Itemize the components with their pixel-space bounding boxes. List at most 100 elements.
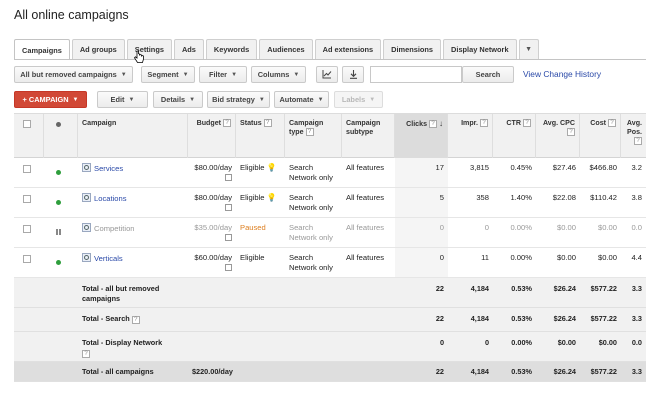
campaign-name-link[interactable]: Verticals (94, 254, 123, 263)
header-avg-cpc[interactable]: Avg. CPC? (536, 114, 580, 158)
help-icon[interactable]: ? (634, 137, 642, 146)
row-checkbox[interactable] (23, 195, 31, 203)
subtype-cell: All features (346, 253, 384, 262)
header-budget[interactable]: Budget ? (188, 114, 236, 158)
edit-icon[interactable] (225, 203, 232, 211)
chevron-down-icon: ▼ (72, 96, 79, 103)
help-icon[interactable]: ? (263, 119, 272, 128)
total-label: Total - Search ? (78, 308, 188, 331)
tab-campaigns[interactable]: Campaigns (14, 39, 70, 60)
help-icon[interactable]: ? (480, 119, 488, 128)
edit-button[interactable]: Edit ▼ (97, 91, 148, 108)
header-select-cell (14, 114, 44, 158)
pos-cell: 3.2 (631, 163, 642, 172)
campaign-name-link[interactable]: Locations (94, 194, 127, 203)
clicks-cell: 5 (395, 188, 448, 217)
clicks-cell: 22 (435, 314, 444, 323)
header-clicks[interactable]: Clicks ? ↓ (395, 114, 448, 158)
subtype-cell: All features (346, 163, 384, 172)
help-icon[interactable]: ? (82, 349, 90, 358)
pos-cell: 3.3 (631, 314, 642, 323)
details-button[interactable]: Details ▼ (153, 91, 203, 108)
tab-ad-extensions[interactable]: Ad extensions (314, 39, 382, 59)
add-campaign-button[interactable]: + CAMPAIGN ▼ (14, 91, 87, 108)
total-row: Total - all but removed campaigns 22 4,1… (14, 278, 646, 308)
impr-cell: 11 (481, 253, 489, 262)
enabled-status-icon[interactable] (56, 260, 61, 265)
header-avg-pos[interactable]: Avg. Pos.? (626, 119, 642, 146)
download-button[interactable] (342, 66, 364, 83)
search-button[interactable]: Search (462, 66, 514, 83)
bid-strategy-button[interactable]: Bid strategy ▼ (207, 91, 270, 108)
lightbulb-icon[interactable]: 💡 (266, 163, 277, 172)
header-impr[interactable]: Impr. ? (448, 114, 493, 158)
labels-button[interactable]: Labels ▼ (334, 91, 383, 108)
help-icon[interactable]: ? (223, 119, 231, 128)
total-row: Total - Search ? 22 4,184 0.53% $26.24 $… (14, 308, 646, 332)
campaign-cell: Verticals (78, 248, 188, 277)
paused-status-icon[interactable] (56, 229, 61, 235)
pos-cell: 0.0 (631, 223, 642, 232)
clicks-cell: 0 (395, 248, 448, 277)
cost-cell: $466.80 (589, 163, 617, 172)
help-icon[interactable]: ? (131, 316, 140, 324)
campaign-name-link[interactable]: Services (94, 164, 124, 173)
search-campaign-icon (82, 223, 91, 232)
campaign-cell: Competition (78, 218, 188, 247)
enabled-status-icon[interactable] (56, 200, 61, 205)
more-tabs-button[interactable]: ▼ (518, 39, 539, 59)
columns-button[interactable]: Columns ▼ (251, 66, 306, 83)
chevron-down-icon: ▼ (293, 71, 300, 78)
cost-cell: $0.00 (598, 338, 617, 347)
header-campaign[interactable]: Campaign (78, 114, 188, 158)
row-checkbox[interactable] (23, 165, 31, 173)
help-icon[interactable]: ? (567, 128, 575, 137)
help-icon[interactable]: ? (429, 120, 437, 129)
chart-toggle-button[interactable] (316, 66, 338, 83)
line-chart-icon (322, 70, 332, 79)
help-icon[interactable]: ? (608, 119, 616, 128)
campaign-filter-select[interactable]: All but removed campaigns ▼ (14, 66, 133, 83)
lightbulb-icon[interactable]: 💡 (266, 193, 277, 202)
tab-dimensions[interactable]: Dimensions (383, 39, 442, 59)
total-label: Total - all but removed campaigns (82, 284, 160, 303)
total-row: Total - all campaigns $220.00/day 22 4,1… (14, 362, 646, 382)
select-all-checkbox[interactable] (23, 120, 31, 128)
row-checkbox[interactable] (23, 225, 31, 233)
help-icon[interactable]: ? (523, 119, 531, 128)
tab-keywords[interactable]: Keywords (205, 39, 258, 59)
filter-button[interactable]: Filter ▼ (199, 66, 247, 83)
edit-icon[interactable] (225, 263, 232, 271)
impr-cell: 4,184 (470, 367, 489, 376)
tab-ad-groups[interactable]: Ad groups (71, 39, 125, 59)
header-status[interactable]: Status ? (236, 114, 285, 158)
view-change-history-link[interactable]: View Change History (523, 69, 602, 79)
tab-ads[interactable]: Ads (173, 39, 204, 59)
header-campaign-type[interactable]: Campaign type ? (285, 114, 342, 158)
header-cost[interactable]: Cost ? (580, 114, 621, 158)
tab-display-network[interactable]: Display Network (443, 39, 517, 59)
automate-button[interactable]: Automate ▼ (274, 91, 329, 108)
help-icon[interactable]: ? (305, 128, 314, 137)
chevron-down-icon: ▼ (231, 71, 238, 78)
header-ctr[interactable]: CTR ? (493, 114, 536, 158)
campaigns-table: Campaign Budget ? Status ? Campaign type… (14, 113, 646, 382)
edit-icon[interactable] (225, 233, 232, 241)
clicks-cell: 22 (435, 284, 444, 293)
cpc-cell: $0.00 (557, 338, 576, 347)
table-row: Locations $80.00/day Eligible 💡 Search N… (14, 188, 646, 218)
status-dot-icon (56, 122, 61, 127)
impr-cell: 358 (476, 193, 489, 202)
row-checkbox[interactable] (23, 255, 31, 263)
edit-icon[interactable] (225, 173, 232, 181)
search-input[interactable] (370, 66, 462, 83)
campaign-name-link[interactable]: Competition (94, 224, 135, 233)
header-status-dot-cell (44, 114, 78, 158)
ctr-cell: 0.00% (510, 223, 532, 232)
segment-button[interactable]: Segment ▼ (141, 66, 195, 83)
chevron-down-icon: ▼ (182, 71, 189, 78)
tab-audiences[interactable]: Audiences (259, 39, 313, 59)
table-header: Campaign Budget ? Status ? Campaign type… (14, 113, 646, 158)
header-campaign-subtype[interactable]: Campaign subtype (342, 114, 395, 158)
enabled-status-icon[interactable] (56, 170, 61, 175)
